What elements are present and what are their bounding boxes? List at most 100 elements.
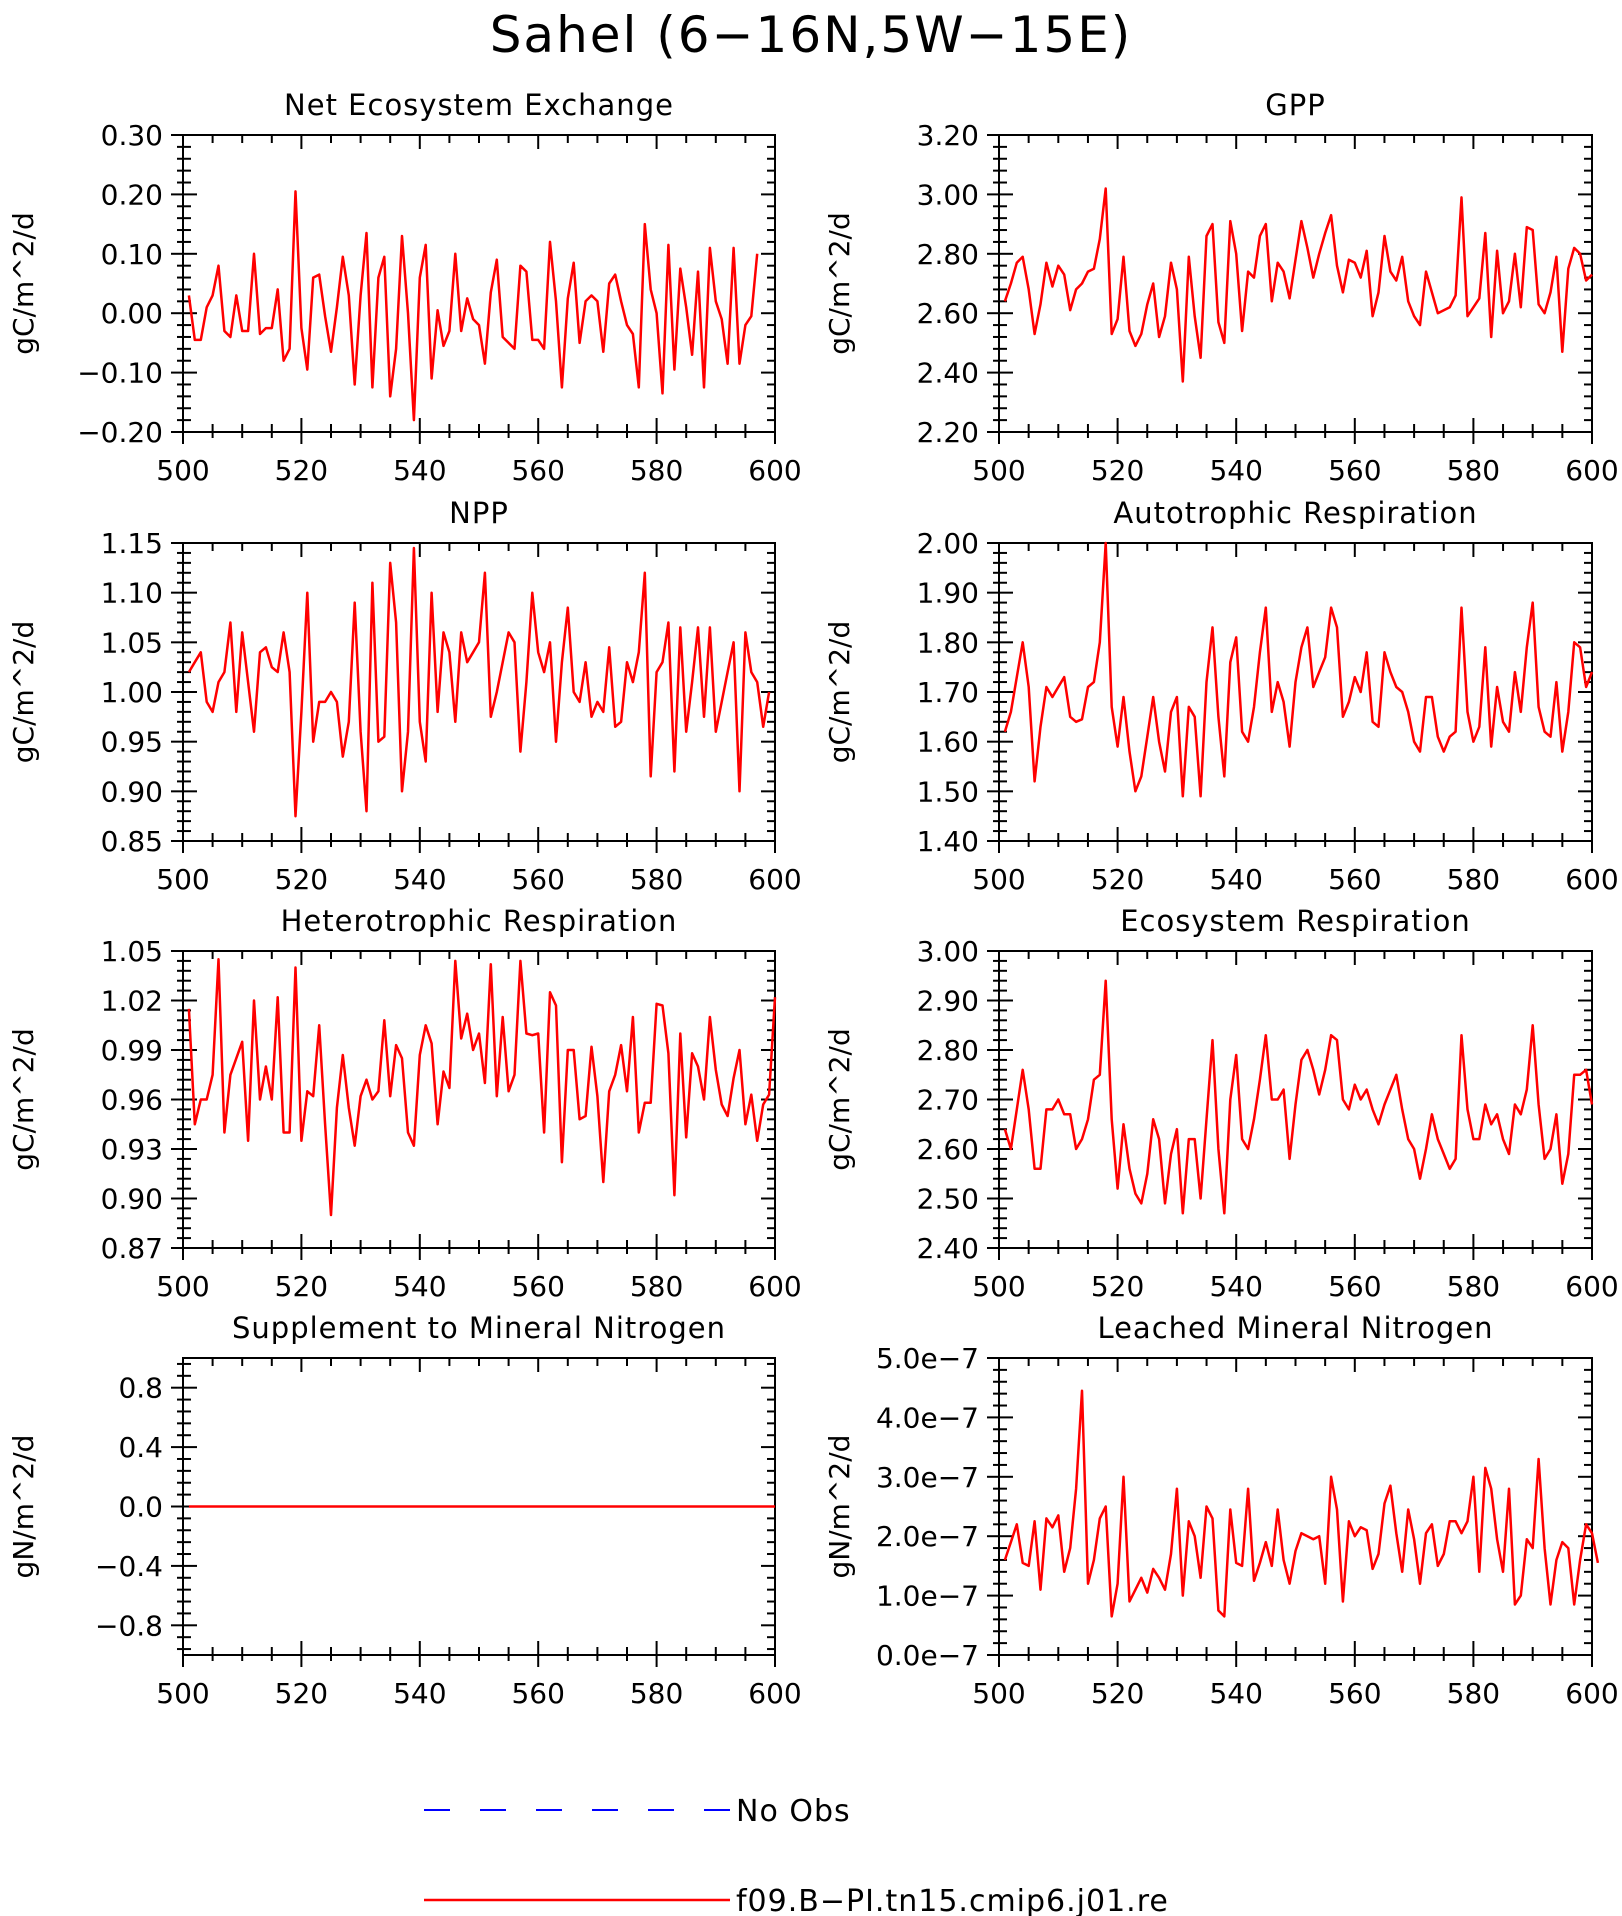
x-tick-label: 560 <box>511 454 564 487</box>
y-tick-label: 3.00 <box>917 935 979 968</box>
y-tick-label: 0.90 <box>101 1183 163 1216</box>
y-tick-label: 1.02 <box>101 985 163 1018</box>
x-tick-label: 520 <box>275 1270 328 1303</box>
y-tick-label: 2.80 <box>917 238 979 271</box>
series-line-1 <box>187 958 777 1217</box>
y-tick-label: 1.15 <box>101 527 163 560</box>
y-tick-label: 0.87 <box>101 1232 163 1265</box>
plot-frame <box>182 134 776 433</box>
y-tick-label: 0.99 <box>101 1034 163 1067</box>
y-tick-label: 1.90 <box>917 577 979 610</box>
y-tick-label: 1.40 <box>917 825 979 858</box>
y-axis-label: gN/m^2/d <box>823 1435 856 1579</box>
y-tick-label: 1.10 <box>101 577 163 610</box>
x-tick-label: 540 <box>1209 863 1262 896</box>
x-tick-label: 580 <box>1447 863 1500 896</box>
y-tick-label: 0.8 <box>118 1372 163 1405</box>
y-tick-label: 2.40 <box>917 357 979 390</box>
y-tick-label: 0.96 <box>101 1084 163 1117</box>
x-tick-label: 520 <box>275 1677 328 1710</box>
chart-panel-5: Heterotrophic Respiration gC/m^2/d 500 520 5… <box>7 904 802 1303</box>
plot-frame <box>182 542 776 842</box>
y-tick-label: 2.70 <box>917 1084 979 1117</box>
y-tick-label: 3.0e−7 <box>876 1461 979 1494</box>
y-tick-label: 1.60 <box>917 726 979 759</box>
x-tick-label: 580 <box>630 1270 683 1303</box>
chart-panel-4: Autotrophic Respiration gC/m^2/d 500 520 540… <box>823 496 1619 896</box>
x-tick-label: 580 <box>1447 1677 1500 1710</box>
y-tick-label: 3.20 <box>917 119 979 152</box>
x-tick-label: 560 <box>1328 1677 1381 1710</box>
x-tick-label: 560 <box>511 1677 564 1710</box>
y-tick-label: 1.70 <box>917 676 979 709</box>
y-tick-label: 3.00 <box>917 178 979 211</box>
x-tick-label: 560 <box>1328 1270 1381 1303</box>
y-tick-label: 0.4 <box>118 1431 163 1464</box>
x-tick-label: 500 <box>972 1677 1025 1710</box>
x-tick-label: 500 <box>156 1677 209 1710</box>
y-tick-label: 2.60 <box>917 297 979 330</box>
x-tick-label: 600 <box>1565 1677 1618 1710</box>
x-tick-label: 540 <box>1209 1677 1262 1710</box>
x-tick-label: 520 <box>275 863 328 896</box>
y-tick-label: −0.20 <box>77 416 163 449</box>
x-tick-label: 580 <box>1447 454 1500 487</box>
x-tick-label: 580 <box>630 863 683 896</box>
x-tick-label: 600 <box>748 863 801 896</box>
y-tick-label: −0.4 <box>95 1550 163 1583</box>
y-tick-label: 0.20 <box>101 178 163 211</box>
y-tick-label: 2.00 <box>917 527 979 560</box>
y-tick-label: 0.93 <box>101 1133 163 1166</box>
panel-title: GPP <box>1265 88 1325 122</box>
series-line-1 <box>1003 541 1594 798</box>
y-tick-label: 1.50 <box>917 775 979 808</box>
y-axis-label: gC/m^2/d <box>7 1028 40 1171</box>
x-tick-label: 520 <box>1091 454 1144 487</box>
plot-frame <box>998 134 1593 433</box>
y-axis-label: gC/m^2/d <box>823 621 856 764</box>
x-tick-label: 500 <box>972 1270 1025 1303</box>
series-line-1 <box>1003 979 1594 1215</box>
y-tick-label: −0.10 <box>77 357 163 390</box>
y-axis-label: gN/m^2/d <box>7 1435 40 1579</box>
y-axis-label: gC/m^2/d <box>7 212 40 355</box>
y-tick-label: 1.05 <box>101 935 163 968</box>
x-tick-label: 500 <box>156 454 209 487</box>
x-tick-label: 600 <box>1565 863 1618 896</box>
panel-title: Ecosystem Respiration <box>1120 904 1471 938</box>
y-tick-label: 0.0e−7 <box>876 1639 979 1672</box>
x-tick-label: 500 <box>972 863 1025 896</box>
page-title: Sahel (6−16N,5W−15E) <box>489 6 1133 64</box>
x-tick-label: 540 <box>1209 454 1262 487</box>
x-tick-label: 560 <box>511 863 564 896</box>
y-axis-label: gC/m^2/d <box>823 212 856 355</box>
x-tick-label: 520 <box>1091 863 1144 896</box>
y-tick-label: 0.90 <box>101 775 163 808</box>
series-line-1 <box>1003 187 1593 383</box>
y-tick-label: 0.10 <box>101 238 163 271</box>
x-tick-label: 540 <box>393 1677 446 1710</box>
y-tick-label: 0.0 <box>118 1491 163 1524</box>
y-tick-label: 2.40 <box>917 1232 979 1265</box>
x-tick-label: 540 <box>1209 1270 1262 1303</box>
y-tick-label: 2.20 <box>917 416 979 449</box>
y-tick-label: 2.50 <box>917 1183 979 1216</box>
x-tick-label: 580 <box>630 1677 683 1710</box>
legend-label-model: f09.B−PI.tn15.cmip6.j01.re <box>736 1884 1169 1916</box>
x-tick-label: 540 <box>393 863 446 896</box>
x-tick-label: 520 <box>1091 1677 1144 1710</box>
panel-title: NPP <box>449 496 509 530</box>
chart-panel-7: Supplement to Mineral Nitrogen gN/m^2/d 50… <box>7 1311 802 1710</box>
series-line-1 <box>1003 1389 1600 1618</box>
x-tick-label: 540 <box>393 1270 446 1303</box>
y-tick-label: 2.80 <box>917 1034 979 1067</box>
x-tick-label: 600 <box>748 1677 801 1710</box>
chart-panel-8: Leached Mineral Nitrogen gN/m^2/d 500 520 54… <box>823 1311 1619 1710</box>
x-tick-label: 560 <box>1328 454 1381 487</box>
y-tick-label: 0.95 <box>101 726 163 759</box>
y-axis-label: gC/m^2/d <box>823 1028 856 1171</box>
x-tick-label: 520 <box>275 454 328 487</box>
panel-title: Net Ecosystem Exchange <box>284 88 674 122</box>
x-tick-label: 500 <box>156 1270 209 1303</box>
